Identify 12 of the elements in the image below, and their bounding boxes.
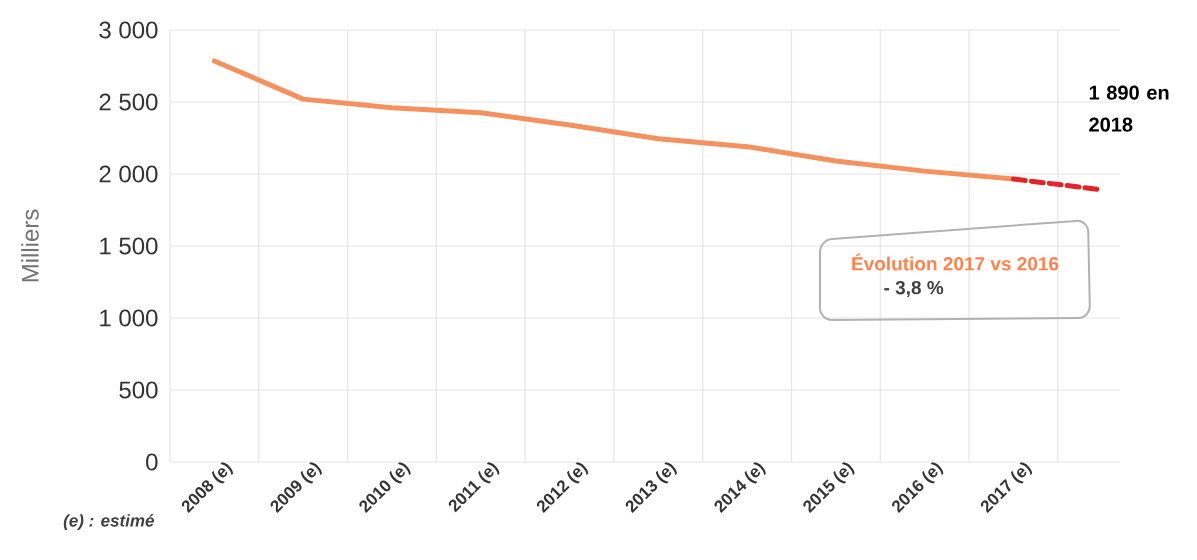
y-tick-label: 1 000 [100, 309, 158, 327]
y-tick-label: 3 000 [99, 21, 158, 39]
y-tick-label: 2 000 [99, 165, 158, 183]
y-tick-label: 2 500 [99, 93, 158, 111]
text: (e) : estimé [63, 514, 154, 530]
y-tick-label: 0 [146, 453, 158, 471]
annotation: Évolution 2017 vs 2016 [852, 253, 1059, 271]
annotation: 1 890 en 2018 [1089, 85, 1169, 132]
annotation: - 3,8 % [884, 280, 944, 298]
y-axis-title: Milliers [21, 209, 39, 282]
y-tick-label: 500 [119, 381, 158, 399]
y-tick-label: 1 500 [100, 237, 158, 255]
